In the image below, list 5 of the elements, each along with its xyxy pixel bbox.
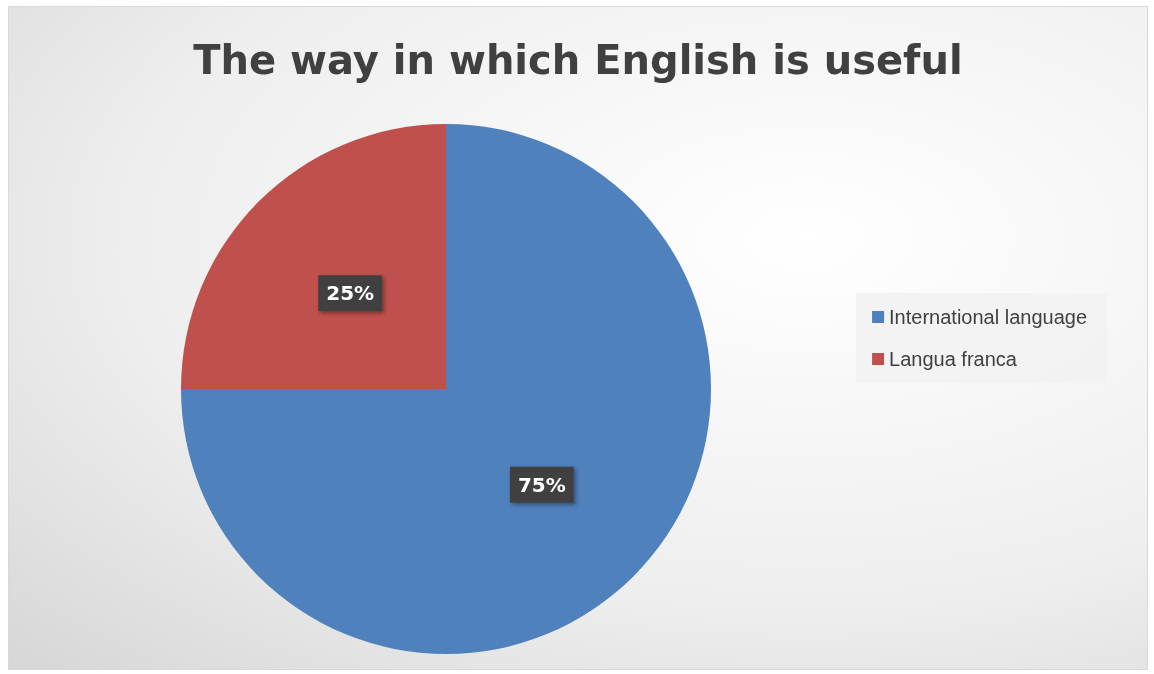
data-label: 25% xyxy=(326,281,375,306)
data-label: 75% xyxy=(517,472,566,497)
chart-title: The way in which English is useful xyxy=(193,37,963,83)
legend-label: Langua franca xyxy=(889,348,1018,370)
legend-label: International language xyxy=(889,306,1088,328)
